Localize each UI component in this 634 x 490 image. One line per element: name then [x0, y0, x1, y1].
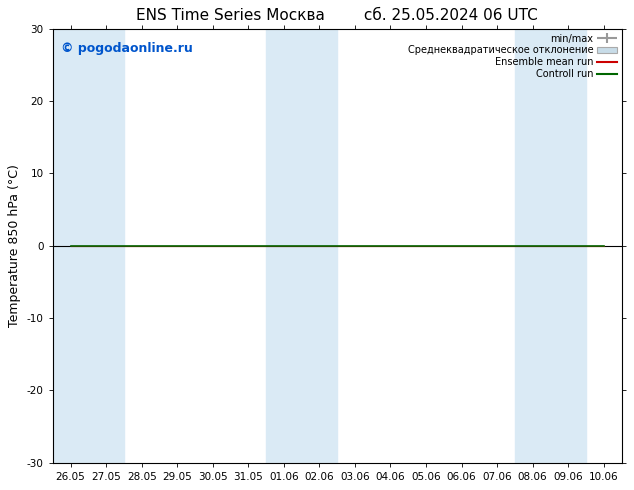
- Bar: [515, 29, 550, 463]
- Bar: [550, 29, 586, 463]
- Bar: [266, 29, 302, 463]
- Bar: [302, 29, 337, 463]
- Title: ENS Time Series Москва        сб. 25.05.2024 06 UTC: ENS Time Series Москва сб. 25.05.2024 06…: [136, 8, 538, 24]
- Text: © pogodaonline.ru: © pogodaonline.ru: [61, 42, 193, 55]
- Legend: min/max, Среднеквадратическое отклонение, Ensemble mean run, Controll run: min/max, Среднеквадратическое отклонение…: [404, 30, 619, 82]
- Y-axis label: Temperature 850 hPa (°C): Temperature 850 hPa (°C): [8, 164, 22, 327]
- Bar: [88, 29, 124, 463]
- Bar: [53, 29, 88, 463]
